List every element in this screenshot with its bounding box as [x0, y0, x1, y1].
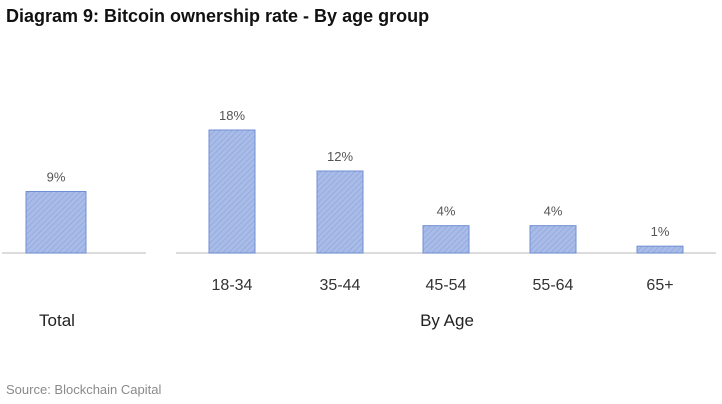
bar	[25, 191, 87, 254]
bar	[529, 225, 577, 254]
data-label: 4%	[544, 204, 563, 219]
x-tick-label: 45-54	[426, 277, 467, 294]
data-label: 9%	[47, 170, 66, 185]
source-note: Source: Blockchain Capital	[6, 382, 162, 397]
data-label: 18%	[219, 108, 245, 123]
x-tick-label: 65+	[646, 277, 673, 294]
group-label: By Age	[420, 311, 474, 330]
data-label: 12%	[327, 149, 353, 164]
x-tick-label: 18-34	[212, 277, 253, 294]
x-tick-label: 35-44	[320, 277, 361, 294]
group-label: Total	[39, 311, 75, 330]
bar	[316, 170, 364, 254]
bar	[636, 245, 684, 254]
chart-title: Diagram 9: Bitcoin ownership rate - By a…	[6, 6, 430, 26]
data-label: 4%	[437, 204, 456, 219]
data-label: 1%	[651, 224, 670, 239]
bar	[208, 129, 256, 254]
x-tick-label: 55-64	[533, 277, 574, 294]
bar	[422, 225, 470, 254]
